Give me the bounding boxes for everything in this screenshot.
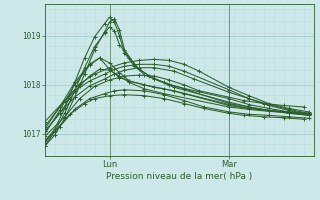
X-axis label: Pression niveau de la mer( hPa ): Pression niveau de la mer( hPa ) — [106, 172, 252, 181]
